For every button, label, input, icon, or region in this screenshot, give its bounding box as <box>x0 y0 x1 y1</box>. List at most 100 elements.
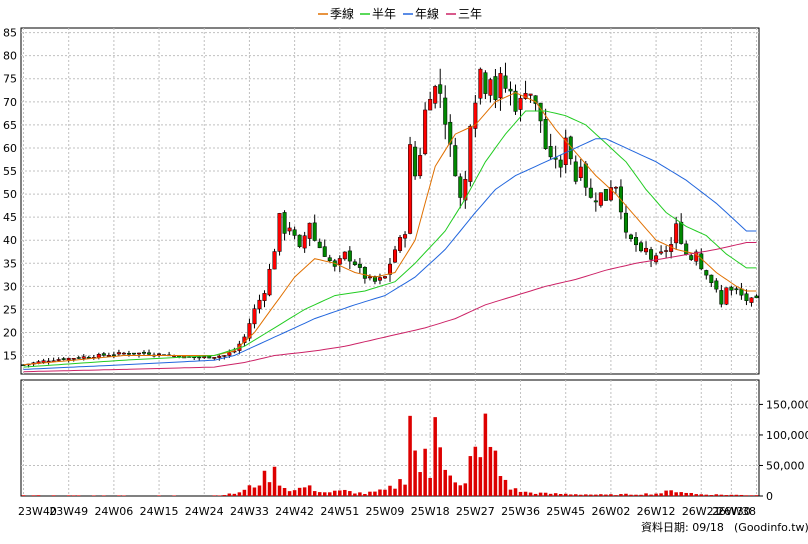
volume-bar <box>51 495 56 496</box>
legend-label: 季線 <box>330 6 354 21</box>
candle-body <box>403 234 408 239</box>
price-tick-label: 65 <box>3 119 17 132</box>
candle-body <box>578 166 583 178</box>
candle-body <box>147 352 152 355</box>
candle-body <box>257 299 262 310</box>
x-tick-label: 24W33 <box>230 505 269 518</box>
x-tick-label: 26W38 <box>717 505 756 518</box>
volume-bar <box>348 491 352 496</box>
candle-body <box>342 251 347 260</box>
volume-bar <box>548 493 553 496</box>
price-tick-label: 80 <box>3 50 17 63</box>
candle-body <box>724 287 729 305</box>
candle-body <box>96 354 101 358</box>
volume-bar <box>252 487 257 496</box>
candle-body <box>66 357 71 361</box>
volume-bar <box>297 487 302 496</box>
volume-bar <box>589 494 593 496</box>
x-tick-label: 26W02 <box>591 505 630 518</box>
candle-body <box>337 258 342 265</box>
series-line-ma_half <box>23 110 757 368</box>
volume-bar <box>639 494 643 496</box>
volume-bar <box>724 495 729 496</box>
volume-bar <box>262 470 267 496</box>
volume-bar <box>378 489 382 496</box>
candle-body <box>46 360 51 363</box>
legend-item: 年線 <box>403 6 439 21</box>
candle-body <box>729 286 734 291</box>
volume-bar <box>393 488 397 496</box>
candle-body <box>754 295 759 299</box>
candle-body <box>317 241 322 249</box>
candle-body <box>458 176 463 198</box>
volume-bar <box>473 446 478 496</box>
volume-bar <box>363 493 367 496</box>
candle-body <box>649 249 654 260</box>
candle-body <box>734 288 739 291</box>
price-tick-label: 85 <box>3 27 17 40</box>
price-tick-label: 50 <box>3 188 17 201</box>
volume-bar <box>543 492 548 496</box>
candle-body <box>413 146 418 177</box>
volume-bar <box>493 450 498 496</box>
volume-bar <box>483 413 488 496</box>
candle-body <box>398 237 403 251</box>
candle-body <box>252 308 257 325</box>
x-tick-label: 24W42 <box>275 505 314 518</box>
candle-body <box>518 97 523 110</box>
x-tick-label: 26W21 <box>682 505 721 518</box>
candle-body <box>272 251 277 270</box>
candle-body <box>81 356 86 359</box>
candle-body <box>463 179 468 201</box>
price-tick-label: 40 <box>3 234 17 247</box>
volume-bar <box>438 447 442 496</box>
volume-bar <box>699 494 704 496</box>
volume-bar <box>443 469 447 496</box>
candle-body <box>297 234 302 247</box>
volume-bar <box>92 495 96 496</box>
volume-bar <box>338 490 342 496</box>
volume-bar <box>433 417 437 496</box>
volume-bar <box>694 494 699 496</box>
candle-body <box>86 356 91 359</box>
volume-bar <box>739 494 744 496</box>
candle-body <box>674 223 679 244</box>
candle-body <box>76 357 81 359</box>
candle-body <box>623 212 628 233</box>
candle-body <box>307 222 312 239</box>
volume-bar <box>568 494 573 496</box>
volume-bar <box>468 456 473 496</box>
volume-bar <box>398 479 402 496</box>
volume-bar <box>403 484 407 496</box>
volume-bar <box>302 487 307 496</box>
volume-bar <box>172 495 176 496</box>
volume-bar <box>102 495 106 496</box>
legend: 季線 半年 年線 三年 <box>318 6 482 21</box>
candle-body <box>694 251 699 262</box>
x-tick-label: 26W12 <box>637 505 676 518</box>
candle-body <box>749 297 754 303</box>
candle-body <box>287 227 292 232</box>
candle-body <box>202 356 207 359</box>
footer-date-label: 資料日期: 09/18 <box>641 520 724 534</box>
candle-body <box>71 358 76 360</box>
candle-body <box>443 97 448 125</box>
volume-bar <box>257 485 262 496</box>
candle-body <box>744 293 749 301</box>
volume-bar <box>343 489 347 496</box>
volume-bar <box>458 485 463 496</box>
volume-bar <box>714 494 719 496</box>
candle-body <box>101 353 106 356</box>
candle-body <box>684 243 689 255</box>
volume-bar <box>282 488 287 496</box>
candle-body <box>483 72 488 94</box>
volume-bar <box>594 494 598 496</box>
series-line-ma_quarter <box>23 92 757 366</box>
candle-body <box>498 73 503 99</box>
volume-bar <box>604 494 608 496</box>
volume-bar <box>31 495 36 496</box>
candle-body <box>503 75 508 89</box>
volume-bar <box>654 493 658 496</box>
candle-body <box>136 352 141 355</box>
